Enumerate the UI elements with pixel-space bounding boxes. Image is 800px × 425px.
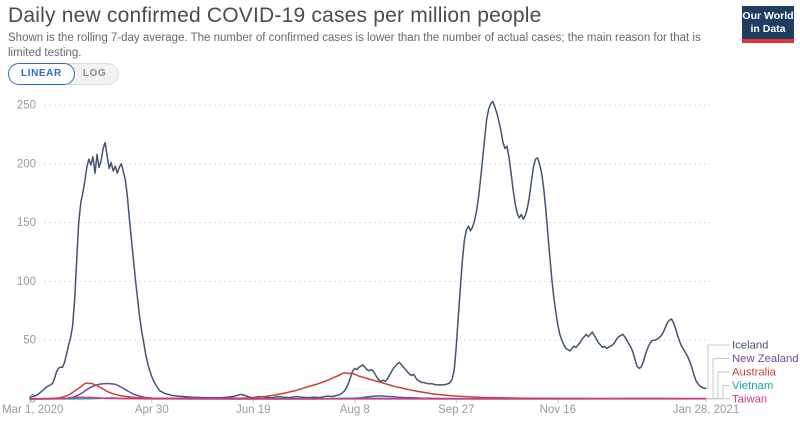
log-button[interactable]: LOG — [66, 63, 120, 85]
legend-label-taiwan[interactable]: Taiwan — [732, 394, 767, 406]
chart-subtitle: Shown is the rolling 7-day average. The … — [8, 32, 701, 60]
y-tick-label-250: 250 — [17, 100, 36, 112]
x-tick-label: Jan 28, 2021 — [673, 404, 740, 416]
series-line-australia[interactable] — [29, 372, 707, 400]
scale-toggle: LINEAR LOG — [8, 63, 120, 85]
x-tick-label: Jun 19 — [236, 404, 271, 416]
x-tick-label: Nov 16 — [540, 404, 576, 416]
y-tick-label-50: 50 — [23, 335, 36, 347]
x-tick-label: Aug 8 — [340, 404, 370, 416]
legend-label-vietnam[interactable]: Vietnam — [732, 380, 773, 392]
x-tick-label: Apr 30 — [135, 404, 169, 416]
owid-logo-line2: in Data — [750, 23, 786, 36]
owid-logo[interactable]: Our World in Data — [742, 6, 794, 44]
x-tick-label: Sep 27 — [438, 404, 474, 416]
legend-label-new-zealand[interactable]: New Zealand — [732, 353, 799, 365]
y-tick-label-100: 100 — [17, 276, 36, 288]
series-line-taiwan[interactable] — [29, 396, 707, 400]
page-title: Daily new confirmed COVID-19 cases per m… — [8, 4, 542, 27]
x-tick-label: Mar 1, 2020 — [2, 404, 63, 416]
legend-connector-iceland — [706, 344, 730, 389]
series-line-iceland[interactable] — [29, 100, 707, 399]
legend-label-australia[interactable]: Australia — [732, 367, 777, 379]
owid-logo-line1: Our World — [742, 10, 794, 22]
legend-label-iceland[interactable]: Iceland — [732, 340, 768, 352]
y-tick-label-150: 150 — [17, 217, 36, 229]
y-tick-label-200: 200 — [17, 158, 36, 170]
linear-button[interactable]: LINEAR — [8, 63, 75, 85]
